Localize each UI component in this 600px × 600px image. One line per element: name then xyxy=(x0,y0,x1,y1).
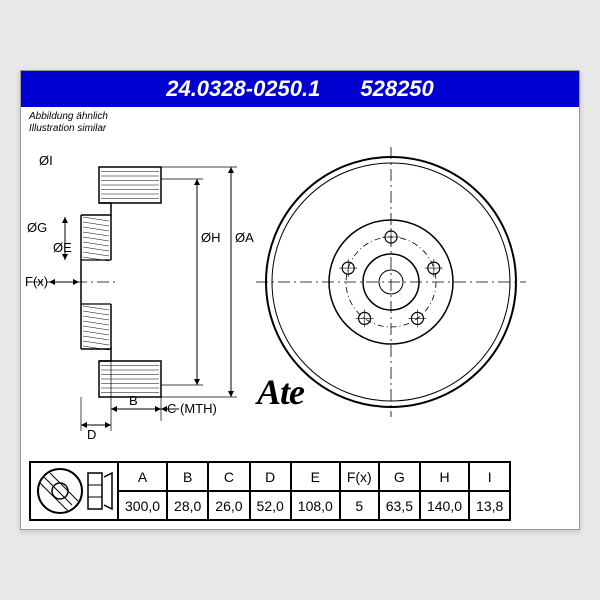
spec-card: 24.0328-0250.1 528250 Abbildung ähnlich … xyxy=(20,70,580,530)
val-C: 26,0 xyxy=(208,491,249,520)
col-D: D xyxy=(250,462,291,491)
col-C: C xyxy=(208,462,249,491)
short-code: 528250 xyxy=(360,76,433,102)
svg-text:B: B xyxy=(129,393,138,408)
svg-text:F(x): F(x) xyxy=(25,274,48,289)
svg-text:ØH: ØH xyxy=(201,230,221,245)
svg-text:ØA: ØA xyxy=(235,230,254,245)
col-B: B xyxy=(167,462,208,491)
val-E: 108,0 xyxy=(291,491,340,520)
spec-table: A B C D E F(x) G H I 300,0 28,0 26,0 52,… xyxy=(29,461,511,521)
disc-icon xyxy=(32,463,116,519)
val-I: 13,8 xyxy=(469,491,510,520)
svg-text:ØE: ØE xyxy=(53,240,72,255)
table-header-row: A B C D E F(x) G H I xyxy=(30,462,510,491)
val-B: 28,0 xyxy=(167,491,208,520)
val-A: 300,0 xyxy=(118,491,167,520)
svg-text:ØI: ØI xyxy=(39,153,53,168)
disc-icon-cell xyxy=(30,462,118,520)
col-G: G xyxy=(379,462,420,491)
svg-text:ØG: ØG xyxy=(27,220,47,235)
header-bar: 24.0328-0250.1 528250 xyxy=(21,71,579,107)
col-H: H xyxy=(420,462,469,491)
col-Fx: F(x) xyxy=(340,462,379,491)
val-D: 52,0 xyxy=(250,491,291,520)
subtitle-line1: Abbildung ähnlich xyxy=(29,111,108,123)
col-A: A xyxy=(118,462,167,491)
val-G: 63,5 xyxy=(379,491,420,520)
svg-text:D: D xyxy=(87,427,96,442)
col-E: E xyxy=(291,462,340,491)
part-number: 24.0328-0250.1 xyxy=(166,76,320,102)
brand-logo: Ate xyxy=(257,371,304,413)
val-Fx: 5 xyxy=(340,491,379,520)
col-I: I xyxy=(469,462,510,491)
val-H: 140,0 xyxy=(420,491,469,520)
